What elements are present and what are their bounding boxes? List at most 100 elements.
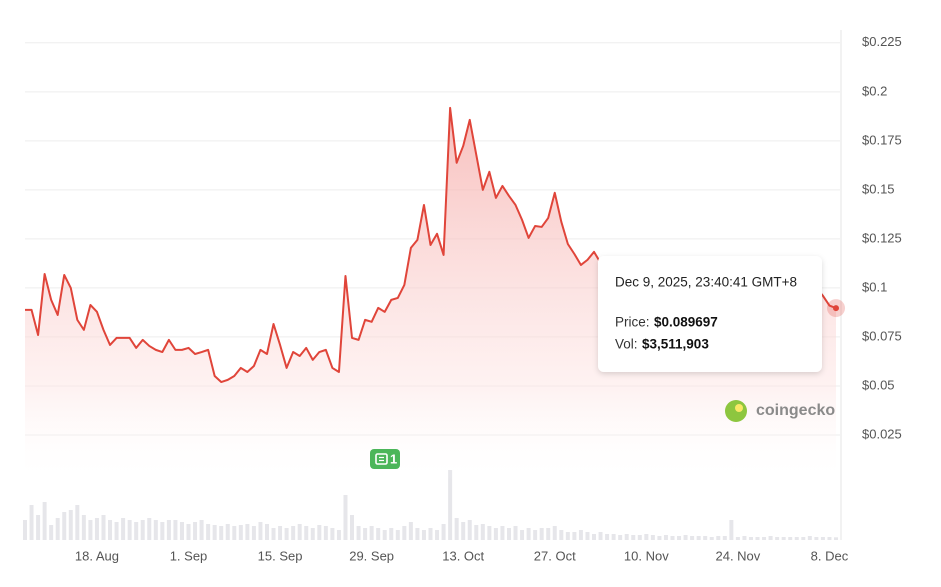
volume-bar (88, 520, 93, 540)
volume-bar (755, 537, 760, 540)
y-tick-label: $0.075 (862, 328, 902, 343)
volume-bar (644, 534, 649, 540)
volume-bar (212, 525, 217, 540)
volume-bar (193, 522, 198, 540)
volume-bar (807, 536, 812, 540)
volume-bar (565, 532, 570, 540)
tooltip-date: Dec 9, 2025, 23:40:41 GMT+8 (615, 275, 797, 290)
volume-bar (291, 526, 296, 540)
volume-bar (742, 536, 747, 540)
volume-bar (657, 536, 662, 540)
volume-bar (520, 530, 525, 540)
volume-bar (62, 512, 67, 540)
volume-bar (820, 537, 825, 540)
volume-bar (461, 522, 466, 540)
volume-bar (356, 526, 361, 540)
y-tick-label: $0.1 (862, 279, 887, 294)
watermark: coingecko (725, 400, 835, 422)
volume-bar (441, 524, 446, 540)
volume-bar (323, 526, 328, 540)
volume-bar (663, 535, 668, 540)
volume-bar (506, 528, 511, 540)
volume-bar (81, 515, 86, 540)
volume-bar (225, 524, 230, 540)
volume-bar (350, 515, 355, 540)
volume-bar (389, 528, 394, 540)
volume-bar (487, 526, 492, 540)
volume-bar (781, 537, 786, 540)
volume-bar (206, 524, 211, 540)
x-tick-label: 13. Oct (442, 548, 484, 563)
volume-bar (683, 535, 688, 540)
volume-bar (153, 520, 158, 540)
hover-point (833, 305, 839, 312)
volume-bar (108, 520, 113, 540)
volume-bar (716, 536, 721, 540)
volume-bar (232, 526, 237, 540)
volume-bar (114, 522, 119, 540)
volume-bar (127, 520, 132, 540)
volume-bar (513, 526, 518, 540)
volume-bar (722, 536, 727, 540)
volume-bar (297, 524, 302, 540)
volume-bar (402, 526, 407, 540)
gecko-eye (735, 404, 743, 412)
tooltip-price-label: Price: (615, 315, 650, 330)
volume-bar (219, 526, 224, 540)
volume-bar (42, 502, 47, 540)
volume-bar (611, 534, 616, 540)
volume-bar (533, 530, 538, 540)
y-tick-label: $0.15 (862, 181, 895, 196)
tooltip: Dec 9, 2025, 23:40:41 GMT+8 Price: $0.08… (598, 256, 822, 372)
tooltip-vol: $3,511,903 (642, 337, 709, 352)
volume-bar (605, 534, 610, 540)
volume-bar (238, 525, 243, 540)
volume-bar (467, 520, 472, 540)
volume-bar (748, 537, 753, 540)
volume-bar (29, 505, 34, 540)
axis-labels: $0.025 $0.05 $0.075 $0.1 $0.125 $0.15 $0.175 $0… (75, 34, 902, 563)
volume-bar (199, 520, 204, 540)
volume-bar (729, 520, 734, 540)
volume-bar (49, 525, 54, 540)
volume-bar (592, 534, 597, 540)
volume-bar (428, 528, 433, 540)
tooltip-price: $0.089697 (654, 315, 718, 330)
volume-bar (258, 522, 263, 540)
volume-bar (637, 535, 642, 540)
news-badge[interactable]: 1 (370, 449, 400, 469)
volume-bar (134, 522, 139, 540)
tooltip-vol-label: Vol: (615, 337, 638, 352)
volume-bar (631, 535, 636, 540)
volume-bar (703, 536, 708, 540)
x-tick-label: 8. Dec (811, 548, 849, 563)
volume-bar (310, 528, 315, 540)
volume-bar (493, 528, 498, 540)
news-count: 1 (390, 451, 397, 466)
volume-bar (546, 528, 551, 540)
volume-bar (650, 535, 655, 540)
x-tick-label: 15. Sep (258, 548, 303, 563)
x-tick-label: 29. Sep (349, 548, 394, 563)
volume-bar (801, 537, 806, 540)
volume-bar (788, 537, 793, 540)
volume-bar (121, 518, 126, 540)
volume-bar (415, 528, 420, 540)
volume-bar (624, 534, 629, 540)
volume-bar (271, 528, 276, 540)
x-tick-label: 1. Sep (170, 548, 208, 563)
volume-bar (395, 530, 400, 540)
volume-bar (670, 536, 675, 540)
volume-bar (448, 470, 453, 540)
volume-bar (572, 532, 577, 540)
volume-bar (794, 537, 799, 540)
volume-bar (735, 537, 740, 540)
volume-bar (75, 505, 80, 540)
volume-bar (578, 530, 583, 540)
tooltip-box (598, 256, 822, 372)
volume-bar (814, 537, 819, 540)
volume-bar (68, 510, 73, 540)
volume-bar (369, 526, 374, 540)
volume-bar (330, 528, 335, 540)
volume-bar (585, 532, 590, 540)
